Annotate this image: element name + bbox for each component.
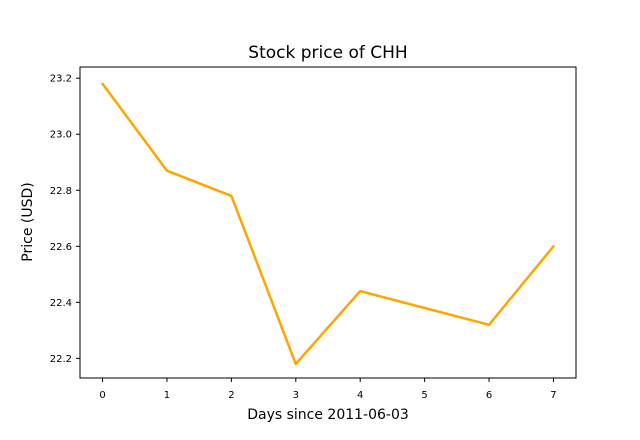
x-tick-label: 6 bbox=[486, 390, 492, 401]
x-tick-label: 1 bbox=[164, 390, 170, 401]
x-axis-label: Days since 2011-06-03 bbox=[247, 407, 409, 423]
x-tick-label: 4 bbox=[357, 390, 363, 401]
x-tick-label: 0 bbox=[99, 390, 105, 401]
y-tick-label: 22.2 bbox=[50, 354, 72, 365]
y-axis: 22.2 22.4 22.6 22.8 23.0 23.2 bbox=[50, 74, 80, 365]
x-axis: 0 1 2 3 4 5 6 7 bbox=[99, 378, 557, 401]
x-tick-label: 7 bbox=[550, 390, 556, 401]
y-tick-label: 22.8 bbox=[50, 186, 72, 197]
chart-title: Stock price of CHH bbox=[248, 43, 407, 63]
x-tick-label: 2 bbox=[228, 390, 234, 401]
x-tick-label: 3 bbox=[293, 390, 299, 401]
plot-series bbox=[101, 82, 555, 366]
plot-frame bbox=[79, 66, 577, 379]
y-tick-label: 22.4 bbox=[50, 298, 72, 309]
series-line bbox=[101, 82, 555, 366]
y-tick-label: 22.6 bbox=[50, 242, 72, 253]
x-tick-label: 5 bbox=[421, 390, 427, 401]
y-tick-label: 23.2 bbox=[50, 74, 72, 85]
y-tick-label: 23.0 bbox=[50, 130, 72, 141]
y-axis-label: Price (USD) bbox=[20, 182, 36, 261]
